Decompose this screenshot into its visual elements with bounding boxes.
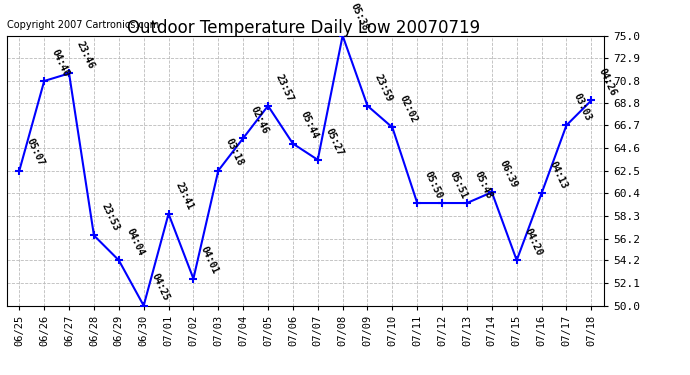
Text: 02:46: 02:46	[248, 105, 270, 135]
Text: 04:25: 04:25	[149, 272, 170, 303]
Text: Outdoor Temperature Daily Low 20070719: Outdoor Temperature Daily Low 20070719	[127, 19, 480, 37]
Text: 05:27: 05:27	[324, 126, 345, 157]
Text: 23:41: 23:41	[174, 180, 195, 211]
Text: 05:48: 05:48	[473, 170, 494, 200]
Text: Copyright 2007 Cartronics.com: Copyright 2007 Cartronics.com	[7, 20, 159, 30]
Text: 04:13: 04:13	[547, 160, 569, 190]
Text: 04:01: 04:01	[199, 245, 220, 276]
Text: 02:02: 02:02	[398, 94, 420, 124]
Text: 23:57: 23:57	[273, 72, 295, 103]
Text: 04:40: 04:40	[50, 47, 71, 78]
Text: 03:18: 03:18	[224, 137, 246, 168]
Text: 05:38: 05:38	[348, 2, 370, 33]
Text: 05:07: 05:07	[25, 137, 46, 168]
Text: 05:50: 05:50	[423, 170, 444, 200]
Text: 04:20: 04:20	[522, 226, 544, 258]
Text: 23:53: 23:53	[99, 202, 121, 232]
Text: 04:04: 04:04	[124, 226, 146, 258]
Text: 05:51: 05:51	[448, 170, 469, 200]
Text: 04:26: 04:26	[597, 67, 618, 98]
Text: 03:03: 03:03	[572, 92, 593, 123]
Text: 05:44: 05:44	[299, 110, 320, 141]
Text: 23:46: 23:46	[75, 40, 96, 70]
Text: 23:59: 23:59	[373, 72, 395, 103]
Text: 06:39: 06:39	[497, 159, 519, 189]
